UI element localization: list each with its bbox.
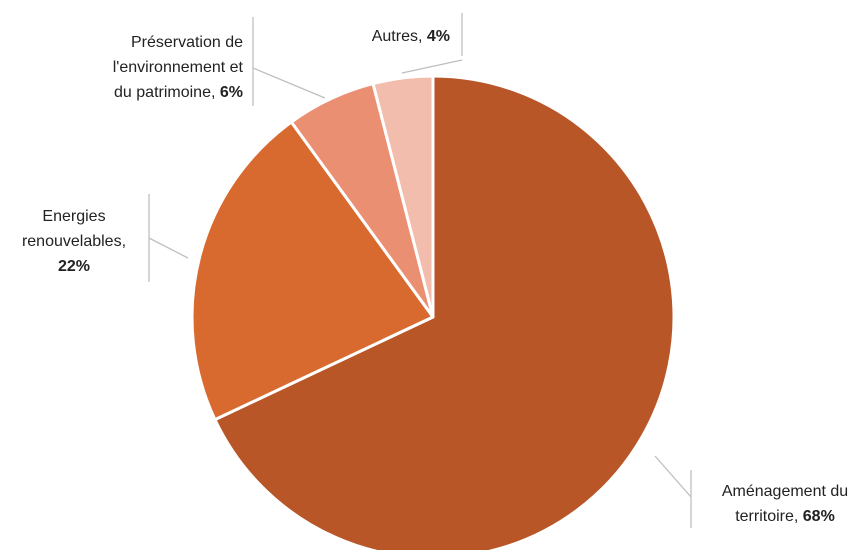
data-labels: Aménagement du territoire, 68% Energies ren… xyxy=(22,28,848,525)
data-label-line: Préservation de xyxy=(131,34,243,51)
pie-slice-energies-renouvelables xyxy=(190,120,435,422)
label-leader-lines xyxy=(148,13,692,528)
data-label-line: du patrimoine, xyxy=(114,84,220,101)
data-label-line: territoire, xyxy=(735,508,803,525)
pie-slice-amenagement-du-territoire xyxy=(213,74,676,550)
leader-line-autres xyxy=(401,59,463,74)
data-label-energies-renouvelables: Energies renouvelables, 22% xyxy=(22,208,126,275)
data-label-preservation-de-l-environnement-et-du-patrimoine: Préservation de l'environnement et du patr… xyxy=(113,34,244,101)
data-label-value: 6% xyxy=(220,84,243,101)
leader-line-preservation-de-l-environnement-et-du-patrimoine xyxy=(252,67,326,99)
data-label-value: 4% xyxy=(427,28,450,45)
data-label-line: l'environnement et xyxy=(113,59,244,76)
data-label-line: Aménagement du xyxy=(722,483,848,500)
data-label-value: 68% xyxy=(803,508,835,525)
pie-slices xyxy=(190,74,676,550)
data-label-line: Autres, xyxy=(372,28,427,45)
data-label-line: Energies xyxy=(42,208,105,225)
data-label-line: renouvelables, xyxy=(22,233,126,250)
data-label-amenagement-du-territoire: Aménagement du territoire, 68% xyxy=(722,483,848,525)
data-label-autres: Autres, 4% xyxy=(372,28,450,45)
data-label-value: 22% xyxy=(58,258,90,275)
leader-line-energies-renouvelables xyxy=(148,237,189,259)
leader-line-amenagement-du-territoire xyxy=(654,455,692,498)
pie-slice-autres xyxy=(371,74,435,319)
